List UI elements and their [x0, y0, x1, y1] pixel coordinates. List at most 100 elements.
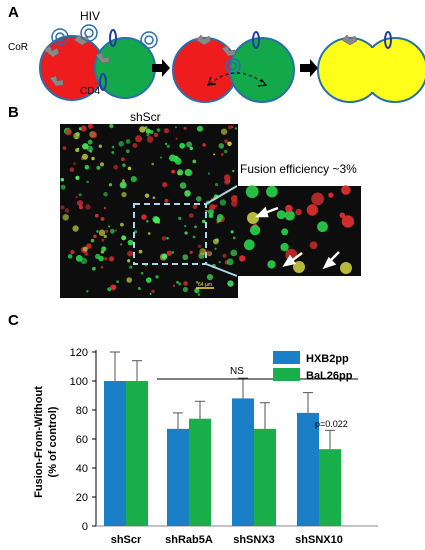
cell-dot	[163, 128, 170, 134]
cell-dot	[169, 154, 176, 162]
cell-dot	[122, 163, 126, 167]
cell-dot	[151, 162, 154, 166]
scale-bar-label: 64 µm	[198, 282, 212, 288]
cell-dot	[146, 277, 152, 283]
coreceptor-icon	[195, 34, 236, 57]
x-category-label: shSNX10	[295, 534, 343, 546]
cell-dot	[100, 265, 104, 269]
cell-dot	[70, 249, 75, 255]
cell-dot	[218, 260, 221, 264]
cell-dot	[103, 192, 108, 197]
cell-dot	[166, 250, 172, 256]
legend-swatch-hxb2	[273, 351, 300, 364]
cell-dot	[108, 183, 113, 187]
cell-dot	[230, 230, 234, 234]
cell-dot	[85, 204, 91, 210]
cell-dot	[78, 205, 84, 210]
arrow-right-icon	[300, 59, 318, 77]
legend-swatch-bal26	[273, 368, 300, 381]
bar-hxb2pp-shsnx3	[232, 398, 254, 526]
cell-dot	[86, 243, 92, 249]
bar-chart: Fusion-From-Without (% of control) 0 20 40…	[33, 347, 378, 546]
fusion-efficiency-label: Fusion efficiency ~3%	[240, 162, 357, 176]
cell-dot	[130, 176, 137, 183]
y-axis-label-line1: Fusion-From-Without	[33, 386, 45, 498]
cell-dot	[230, 249, 238, 257]
bar-bal26pp-shrab5a	[189, 418, 211, 526]
legend: HXB2pp BaL26pp	[273, 351, 353, 382]
cell-dot	[266, 185, 278, 198]
cell-dot	[341, 215, 355, 228]
cell-dot	[179, 182, 187, 189]
hiv-virion-icon	[51, 24, 158, 49]
cell-dot	[174, 157, 182, 165]
cell-dot	[231, 195, 238, 203]
cell-dot	[284, 210, 295, 221]
cell-dot	[226, 258, 234, 266]
cell-dot	[223, 149, 228, 154]
legend-label-hxb2: HXB2pp	[306, 353, 349, 365]
legend-label-bal26: BaL26pp	[306, 370, 353, 382]
p-value-label: p=0.022	[315, 419, 348, 429]
cell-dot	[178, 282, 182, 286]
cell-dot	[224, 179, 230, 185]
cell-dot	[146, 136, 154, 143]
bar-hxb2pp-shrab5a	[167, 428, 189, 526]
cell-dot	[197, 125, 203, 132]
cell-dot	[232, 236, 236, 240]
hiv-label: HIV	[80, 9, 100, 23]
cell-dot	[105, 229, 109, 233]
cell-dot	[232, 169, 235, 173]
x-category-label: shSNX3	[233, 534, 275, 546]
y-tick-label: 80	[76, 405, 88, 417]
coreceptor-icon	[43, 34, 110, 87]
cell-dot	[218, 143, 225, 149]
cell-dot	[104, 257, 108, 261]
cell-dot	[224, 139, 229, 144]
cell-dot	[184, 224, 187, 228]
ns-label: NS	[230, 366, 244, 377]
cell-dot	[121, 191, 127, 198]
cell-dot	[245, 185, 259, 199]
bar-bal26pp-shscr	[126, 381, 148, 526]
cell-dot	[98, 229, 106, 237]
cell-dot	[125, 139, 131, 144]
cell-dot	[90, 131, 98, 139]
cell-dot	[60, 177, 65, 182]
cell-dot	[101, 246, 107, 252]
cell-dot	[132, 143, 138, 148]
cell-dot	[82, 143, 89, 150]
cell-dot	[137, 287, 141, 290]
cell-dot	[222, 253, 227, 258]
cell-dot	[194, 225, 197, 229]
cell-dot	[151, 289, 155, 293]
cell-dot	[177, 169, 184, 176]
cell-dot	[129, 265, 133, 269]
cell-dot	[231, 200, 238, 207]
coreceptor-icon	[341, 34, 358, 46]
cell-dot	[341, 185, 351, 195]
cell-dot	[77, 200, 83, 207]
panel-a-letter: A	[8, 4, 19, 21]
cell-dot	[146, 220, 149, 223]
cell-dot	[213, 153, 216, 156]
cd4-receptor-icon	[252, 31, 260, 49]
cell-dot	[111, 145, 115, 149]
cell-dot	[176, 280, 179, 284]
cell-dot	[183, 126, 187, 130]
panel-b-microscopy: 64 µm	[60, 123, 361, 298]
cell-dot	[202, 219, 206, 224]
cell-dot	[220, 128, 228, 135]
cell-dot	[189, 146, 193, 151]
cell-dot	[159, 156, 163, 159]
cell-dot	[114, 229, 118, 232]
cell-dot	[84, 251, 89, 256]
cell-dot	[96, 165, 101, 170]
cell-dot	[172, 284, 176, 287]
cell-dot	[166, 236, 169, 240]
cell-dot	[196, 196, 202, 202]
cell-dot	[276, 210, 286, 220]
cell-dot	[164, 142, 168, 146]
cell-dot	[147, 232, 151, 235]
fused-cell-dot	[340, 262, 352, 274]
